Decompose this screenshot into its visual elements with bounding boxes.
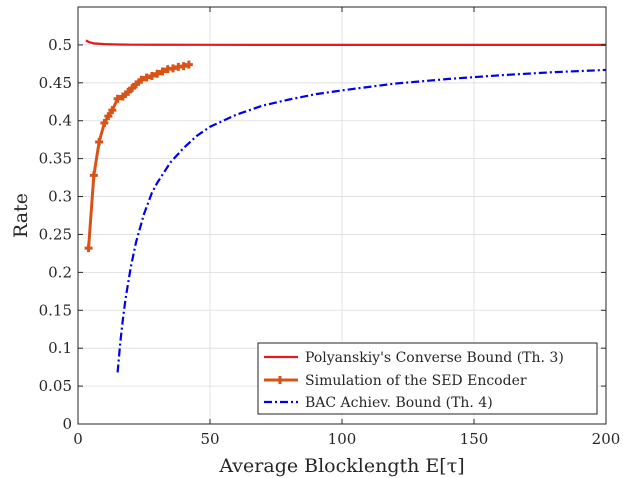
x-tick-label: 0 xyxy=(73,430,83,448)
series-point-1 xyxy=(95,137,104,146)
x-tick-label: 100 xyxy=(328,430,357,448)
y-tick-label: 0 xyxy=(62,415,72,433)
series-point-1 xyxy=(184,60,193,69)
y-tick-label: 0.5 xyxy=(48,36,72,54)
legend-label-simulation: Simulation of the SED Encoder xyxy=(305,373,527,389)
legend-label-converse: Polyanskiy's Converse Bound (Th. 3) xyxy=(305,350,564,366)
legend: Polyanskiy's Converse Bound (Th. 3) Simu… xyxy=(257,342,598,415)
y-tick-label: 0.4 xyxy=(48,112,72,130)
y-tick-label: 0.25 xyxy=(39,225,72,243)
y-tick-label: 0.45 xyxy=(39,74,72,92)
legend-swatch-simulation-marker xyxy=(276,376,284,384)
series-point-1 xyxy=(118,92,127,101)
series-point-1 xyxy=(104,112,113,121)
series-point-1 xyxy=(113,94,122,103)
legend-box xyxy=(257,342,598,415)
series-point-1 xyxy=(89,171,98,180)
tick-labels: 0 50 100 150 200 0 0.05 0.1 0.15 0.2 0.25 0.3 0.35 0.… xyxy=(39,36,621,448)
y-axis-label: Rate xyxy=(10,193,32,238)
grid xyxy=(77,7,607,425)
y-tick-label: 0.2 xyxy=(48,263,72,281)
series-point-1 xyxy=(132,80,141,89)
series-point-1 xyxy=(142,73,151,82)
series-point-1 xyxy=(169,64,178,73)
series-point-1 xyxy=(153,69,162,78)
y-tick-label: 0.05 xyxy=(39,377,72,395)
series-point-1 xyxy=(179,62,188,71)
series-line-0 xyxy=(85,39,606,47)
series-point-1 xyxy=(158,67,167,76)
series-line-2 xyxy=(116,68,607,373)
legend-label-bac: BAC Achiev. Bound (Th. 4) xyxy=(305,395,493,411)
ticks xyxy=(77,7,607,425)
series-point-1 xyxy=(137,75,146,84)
x-tick-label: 50 xyxy=(200,430,219,448)
y-tick-label: 0.15 xyxy=(39,301,72,319)
x-tick-label: 200 xyxy=(592,430,621,448)
series-layer xyxy=(84,39,607,373)
y-tick-label: 0.3 xyxy=(48,188,72,206)
series-point-1 xyxy=(100,119,109,128)
series-point-1 xyxy=(108,106,117,115)
y-tick-label: 0.1 xyxy=(48,339,72,357)
x-tick-label: 150 xyxy=(460,430,489,448)
series-point-1 xyxy=(147,71,156,80)
y-tick-label: 0.35 xyxy=(39,150,72,168)
x-axis-label: Average Blocklength E[τ] xyxy=(218,455,464,477)
series-point-1 xyxy=(84,244,93,253)
